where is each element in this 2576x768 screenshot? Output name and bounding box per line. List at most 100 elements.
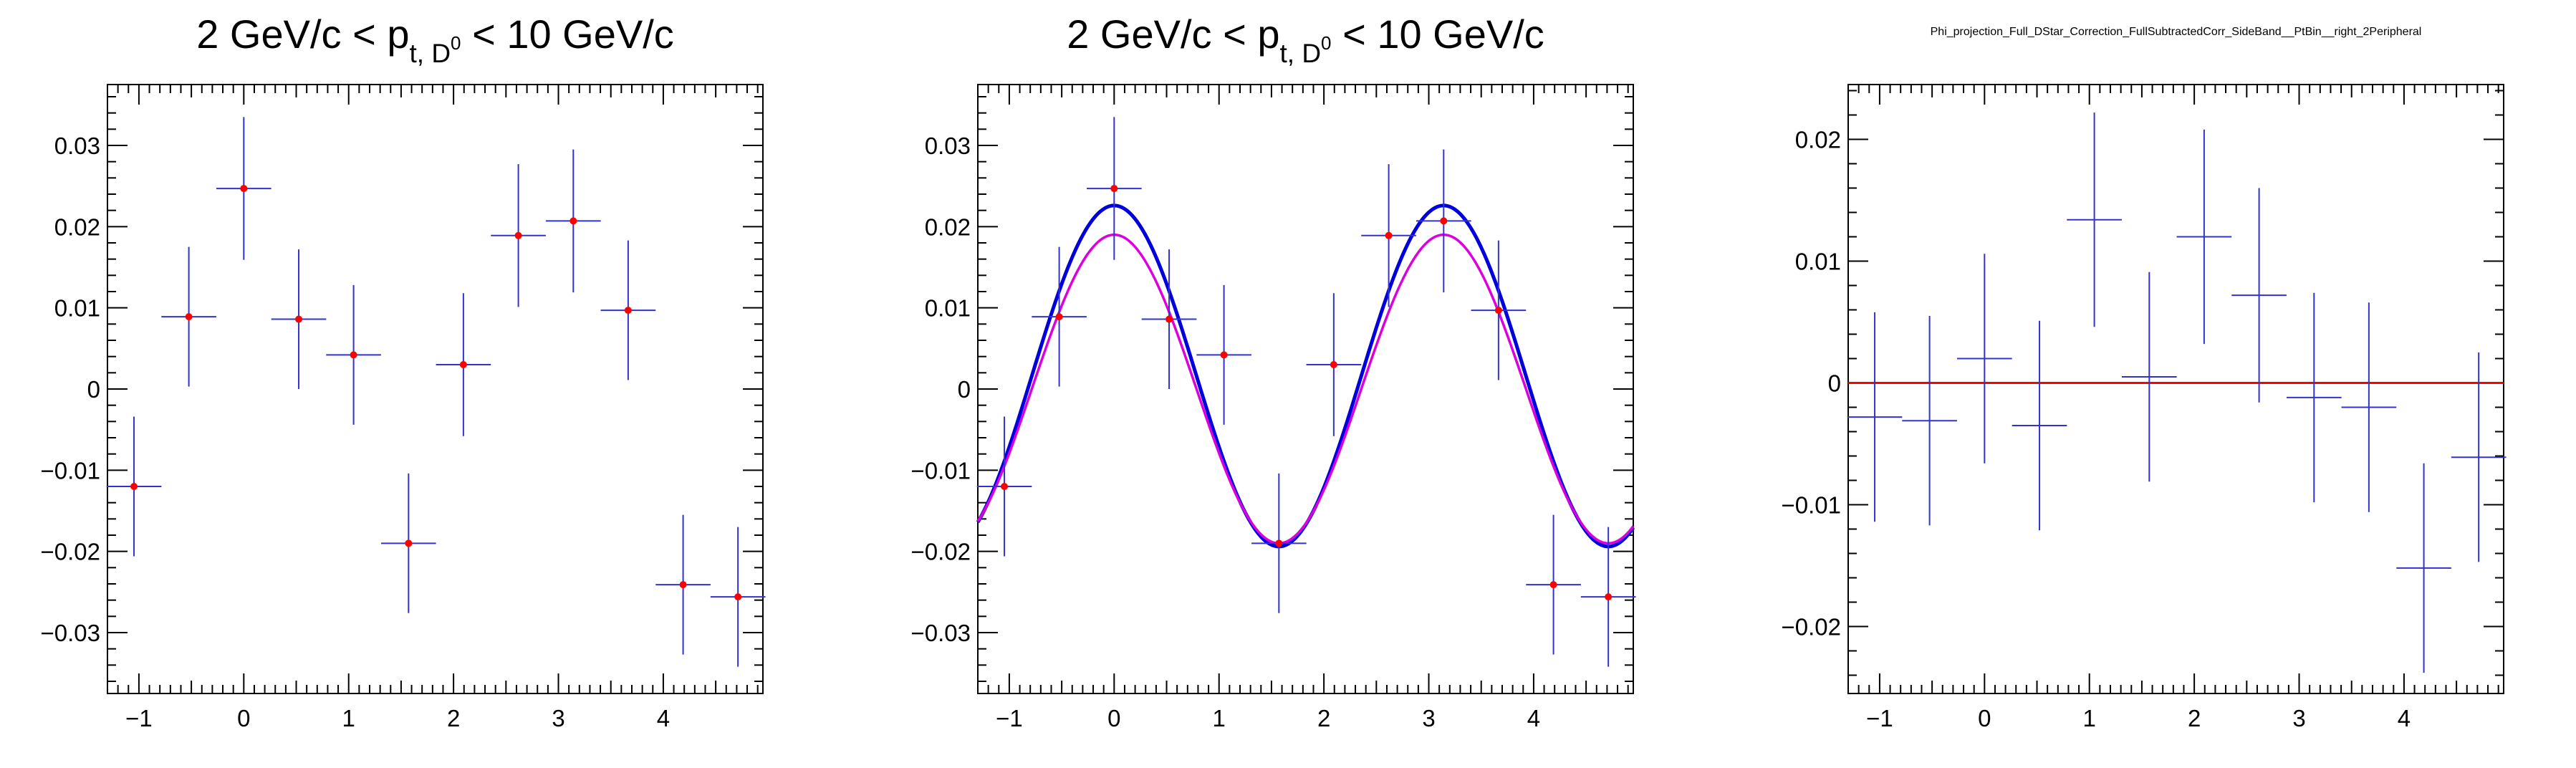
fit-curve [976, 203, 1635, 549]
data-marker [350, 351, 357, 359]
data-marker [459, 361, 467, 368]
x-tick-label: 2 [1317, 705, 1330, 731]
data-marker [1275, 539, 1283, 547]
fit-curve [976, 233, 1635, 545]
data-point [1196, 284, 1251, 425]
data-point [1306, 293, 1362, 436]
data-marker [1385, 231, 1393, 239]
title-main: 2 GeV/c < p [196, 11, 409, 57]
data-marker [1166, 315, 1173, 323]
data-point [2012, 320, 2067, 531]
x-tick-label: −1 [125, 705, 153, 731]
x-tick-label: 1 [342, 705, 355, 731]
data-marker [1001, 483, 1009, 490]
y-tick-label: −0.03 [911, 620, 971, 646]
data-point [1251, 473, 1307, 613]
data-point [2231, 188, 2287, 403]
data-marker [295, 315, 303, 323]
data-point [326, 284, 381, 425]
y-tick-label: 0.01 [54, 295, 100, 322]
y-tick-label: 0.01 [1795, 249, 1841, 275]
x-tick-label: 0 [1107, 705, 1120, 731]
y-tick-label: −0.01 [1782, 492, 1842, 519]
data-point [1471, 240, 1527, 380]
x-tick-label: 1 [1213, 705, 1226, 731]
data-marker [405, 539, 413, 547]
title-main: 2 GeV/c < p [1067, 11, 1279, 57]
data-point [1902, 316, 1957, 526]
title-tail: < 10 GeV/c [461, 11, 674, 57]
y-tick-label: 0.02 [925, 213, 971, 240]
title-subscript: t, D [409, 39, 451, 68]
data-marker [1605, 593, 1613, 601]
x-tick-label: 4 [2398, 705, 2411, 731]
data-marker [130, 483, 138, 490]
y-tick-label: 0.01 [925, 295, 971, 322]
data-marker [185, 313, 193, 321]
data-point [976, 416, 1032, 557]
data-point [1526, 514, 1581, 655]
data-point [216, 117, 271, 260]
x-tick-label: 3 [1422, 705, 1435, 731]
data-point [1416, 149, 1471, 293]
data-point [161, 246, 216, 387]
data-point [655, 514, 711, 655]
data-marker [1055, 313, 1063, 321]
data-marker [624, 307, 632, 315]
data-point [380, 473, 436, 613]
data-point [1580, 527, 1636, 667]
chart-title: 2 GeV/c < pt, D0 < 10 GeV/c [196, 11, 674, 68]
data-marker [240, 185, 248, 193]
y-tick-label: 0.02 [1795, 127, 1841, 153]
y-tick-label: −0.02 [1782, 614, 1842, 640]
data-point [1956, 254, 2012, 464]
chart-panel-right: Phi_projection_Full_DStar_Correction_Ful… [1782, 26, 2507, 731]
title-superscript: 0 [1321, 32, 1331, 54]
data-point [491, 164, 546, 307]
y-tick-label: 0.03 [54, 133, 100, 159]
y-tick-label: −0.01 [911, 457, 971, 484]
data-point [1032, 246, 1087, 387]
x-tick-label: 4 [657, 705, 670, 731]
data-point [1847, 312, 1903, 522]
data-marker [734, 593, 742, 601]
data-point [1141, 249, 1197, 389]
x-tick-label: 3 [552, 705, 564, 731]
data-point [2341, 302, 2397, 512]
y-tick-label: 0.02 [54, 213, 100, 240]
title-superscript: 0 [451, 32, 461, 54]
y-tick-label: 0.03 [925, 133, 971, 159]
data-marker [1549, 581, 1557, 589]
data-marker [1110, 185, 1118, 193]
data-point [600, 240, 656, 380]
data-marker [1494, 307, 1502, 315]
x-tick-label: 4 [1527, 705, 1540, 731]
data-marker [514, 231, 522, 239]
y-tick-label: −0.03 [41, 620, 101, 646]
data-marker [1330, 361, 1337, 368]
x-tick-label: −1 [996, 705, 1023, 731]
data-marker [569, 217, 577, 225]
data-point [2121, 272, 2177, 482]
chart-panel-left: 2 GeV/c < pt, D0 < 10 GeV/c−1 0 1 2 3 4−0.03−… [41, 11, 766, 731]
y-tick-label: −0.01 [41, 457, 101, 484]
data-point [1086, 117, 1142, 260]
plot-frame [1847, 84, 2504, 694]
data-marker [1440, 217, 1448, 225]
chart-title: 2 GeV/c < pt, D0 < 10 GeV/c [1067, 11, 1544, 68]
data-point [2396, 463, 2451, 673]
data-point [2176, 129, 2232, 345]
y-tick-label: 0 [1828, 370, 1841, 397]
data-point [1361, 164, 1416, 307]
chart-panel-middle: 2 GeV/c < pt, D0 < 10 GeV/c −1 0 1 2 3 4 −0.03 −… [911, 11, 1636, 731]
title-tail: < 10 GeV/c [1332, 11, 1544, 57]
x-tick-label: 2 [2188, 705, 2201, 731]
x-tick-label: 0 [1978, 705, 1991, 731]
data-point [2286, 292, 2342, 503]
x-tick-label: 1 [2083, 705, 2096, 731]
data-point [2067, 112, 2122, 327]
data-marker [679, 581, 687, 589]
y-tick-label: −0.02 [911, 539, 971, 565]
data-point [545, 149, 601, 293]
plot-frame [107, 84, 764, 694]
